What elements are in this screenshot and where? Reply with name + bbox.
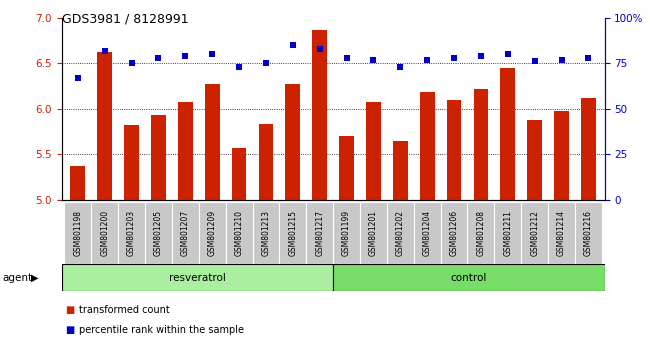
Bar [70, 166, 85, 200]
Bar [172, 202, 199, 264]
Bar [527, 120, 542, 200]
Bar [521, 202, 548, 264]
Point [180, 53, 190, 59]
Text: GSM801214: GSM801214 [557, 210, 566, 256]
Bar [62, 264, 333, 291]
Bar [178, 102, 193, 200]
Bar [581, 98, 596, 200]
Bar [441, 202, 467, 264]
Bar [118, 202, 145, 264]
Bar [447, 100, 461, 200]
Point [207, 51, 217, 57]
Text: GSM801201: GSM801201 [369, 210, 378, 256]
Text: GSM801208: GSM801208 [476, 210, 486, 256]
Text: GSM801215: GSM801215 [289, 210, 297, 256]
Bar [151, 115, 166, 200]
Bar [285, 84, 300, 200]
Text: GSM801217: GSM801217 [315, 210, 324, 256]
Text: GSM801216: GSM801216 [584, 210, 593, 256]
Bar [306, 202, 333, 264]
Bar [575, 202, 602, 264]
Bar [64, 202, 91, 264]
Text: ▶: ▶ [31, 273, 39, 283]
Bar [467, 202, 495, 264]
Point [287, 42, 298, 48]
Text: GSM801203: GSM801203 [127, 210, 136, 256]
Text: GSM801207: GSM801207 [181, 210, 190, 256]
Bar [226, 202, 252, 264]
Text: GSM801206: GSM801206 [450, 210, 458, 256]
Text: GSM801198: GSM801198 [73, 210, 83, 256]
Point [261, 61, 271, 66]
Bar [414, 202, 441, 264]
Point [126, 61, 136, 66]
Point [449, 55, 460, 61]
Text: ■: ■ [65, 325, 74, 335]
Text: agent: agent [2, 273, 32, 283]
Point [73, 75, 83, 81]
Bar [420, 92, 435, 200]
Bar [333, 264, 604, 291]
Bar [393, 141, 408, 200]
Bar [366, 102, 381, 200]
Bar [554, 111, 569, 200]
Point [556, 57, 567, 62]
Bar [145, 202, 172, 264]
Point [99, 48, 110, 53]
Text: GSM801200: GSM801200 [100, 210, 109, 256]
Point [153, 55, 164, 61]
Bar [124, 125, 139, 200]
Point [234, 64, 244, 70]
Bar [495, 202, 521, 264]
Point [530, 59, 540, 64]
Bar [205, 84, 220, 200]
Bar [387, 202, 414, 264]
Bar [312, 30, 327, 200]
Bar [473, 89, 488, 200]
Bar [91, 202, 118, 264]
Text: GDS3981 / 8128991: GDS3981 / 8128991 [62, 12, 188, 25]
Bar [339, 136, 354, 200]
Point [369, 57, 379, 62]
Bar [231, 148, 246, 200]
Text: GSM801205: GSM801205 [154, 210, 163, 256]
Text: percentile rank within the sample: percentile rank within the sample [79, 325, 244, 335]
Text: GSM801209: GSM801209 [208, 210, 216, 256]
Text: GSM801211: GSM801211 [503, 210, 512, 256]
Text: transformed count: transformed count [79, 306, 170, 315]
Text: GSM801204: GSM801204 [422, 210, 432, 256]
Text: control: control [450, 273, 487, 283]
Bar [98, 52, 112, 200]
Text: GSM801199: GSM801199 [342, 210, 351, 256]
Point [502, 51, 513, 57]
Text: GSM801202: GSM801202 [396, 210, 405, 256]
Text: resveratrol: resveratrol [169, 273, 226, 283]
Bar [360, 202, 387, 264]
Point [422, 57, 432, 62]
Bar [199, 202, 226, 264]
Point [476, 53, 486, 59]
Point [341, 55, 352, 61]
Bar [333, 202, 360, 264]
Bar [500, 68, 515, 200]
Text: GSM801210: GSM801210 [235, 210, 244, 256]
Text: ■: ■ [65, 306, 74, 315]
Bar [280, 202, 306, 264]
Point [395, 64, 406, 70]
Point [583, 55, 593, 61]
Bar [548, 202, 575, 264]
Bar [252, 202, 280, 264]
Text: GSM801213: GSM801213 [261, 210, 270, 256]
Text: GSM801212: GSM801212 [530, 210, 539, 256]
Bar [259, 124, 274, 200]
Point [315, 46, 325, 52]
